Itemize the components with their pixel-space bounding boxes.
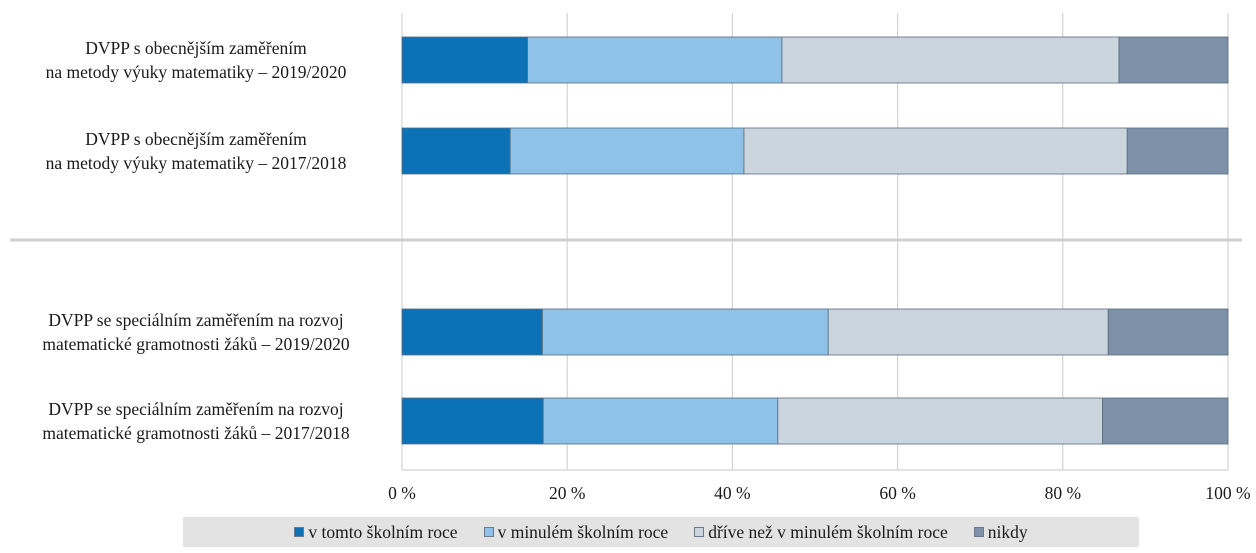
bar-segment-2-2 (509, 127, 745, 175)
x-tick-label: 60 % (879, 483, 916, 503)
legend-item: nikdy (973, 521, 1028, 543)
x-tick-label: 20 % (548, 483, 586, 503)
legend-label: v tomto školním roce (308, 521, 458, 542)
legend-swatch (483, 527, 494, 537)
legend-item: v tomto školním roce (294, 521, 458, 543)
bar-segment-2-3 (743, 127, 1128, 175)
category-label-line: na metody výuky matematiky – 2017/2018 (45, 153, 347, 173)
bar-segment-1-4 (1118, 36, 1229, 84)
legend-swatch (694, 527, 705, 537)
bar-segment-4-3 (777, 397, 1103, 445)
bar-segment-1-1 (401, 36, 528, 84)
bar-segment-3-1 (401, 308, 543, 356)
bar-segment-3-4 (1107, 308, 1229, 356)
legend-item: v minulém školním roce (483, 521, 669, 543)
bar-segment-1-2 (527, 36, 783, 84)
bar-segment-4-1 (401, 397, 544, 445)
bar-segment-4-4 (1102, 397, 1229, 445)
category-label-line: DVPP se speciálním zaměřením na rozvoj (48, 399, 344, 419)
legend: v tomto školním roce v minulém školním ro… (183, 517, 1139, 547)
bar-segment-2-1 (401, 127, 511, 175)
category-label-line: matematické gramotnosti žáků – 2017/2018 (42, 423, 350, 443)
legend-label: nikdy (987, 521, 1028, 542)
x-tick-label: 40 % (714, 483, 751, 503)
bar-segment-2-4 (1126, 127, 1229, 175)
legend-swatch (294, 527, 305, 537)
x-tick-label: 0 % (388, 483, 416, 503)
category-label: DVPP se speciálním zaměřením na rozvoj ma… (0, 397, 392, 445)
category-label-line: matematické gramotnosti žáků – 2019/2020 (42, 334, 350, 354)
x-tick-label: 80 % (1044, 483, 1082, 503)
legend-item: dříve než v minulém školním roce (694, 522, 948, 543)
bar-segment-1-3 (781, 36, 1120, 84)
category-label-line: DVPP s obecnějším zaměřením (85, 129, 307, 149)
category-label-line: DVPP s obecnějším zaměřením (85, 38, 307, 58)
bar-segment-4-2 (542, 397, 779, 445)
legend-label: v minulém školním roce (497, 521, 669, 542)
category-label: DVPP se speciálním zaměřením na rozvoj ma… (0, 308, 392, 356)
bar-segment-3-2 (542, 308, 829, 356)
bar-segment-3-3 (827, 308, 1109, 356)
legend-swatch (973, 527, 984, 537)
x-tick-label: 100 % (1205, 483, 1251, 503)
category-label: DVPP s obecnějším zaměřením na metody výu… (0, 127, 392, 175)
legend-label: dříve než v minulém školním roce (708, 521, 948, 542)
category-label-line: DVPP se speciálním zaměřením na rozvoj (48, 310, 344, 330)
category-label: DVPP s obecnějším zaměřením na metody výu… (0, 36, 392, 84)
category-label-line: na metody výuky matematiky – 2019/2020 (45, 62, 347, 82)
